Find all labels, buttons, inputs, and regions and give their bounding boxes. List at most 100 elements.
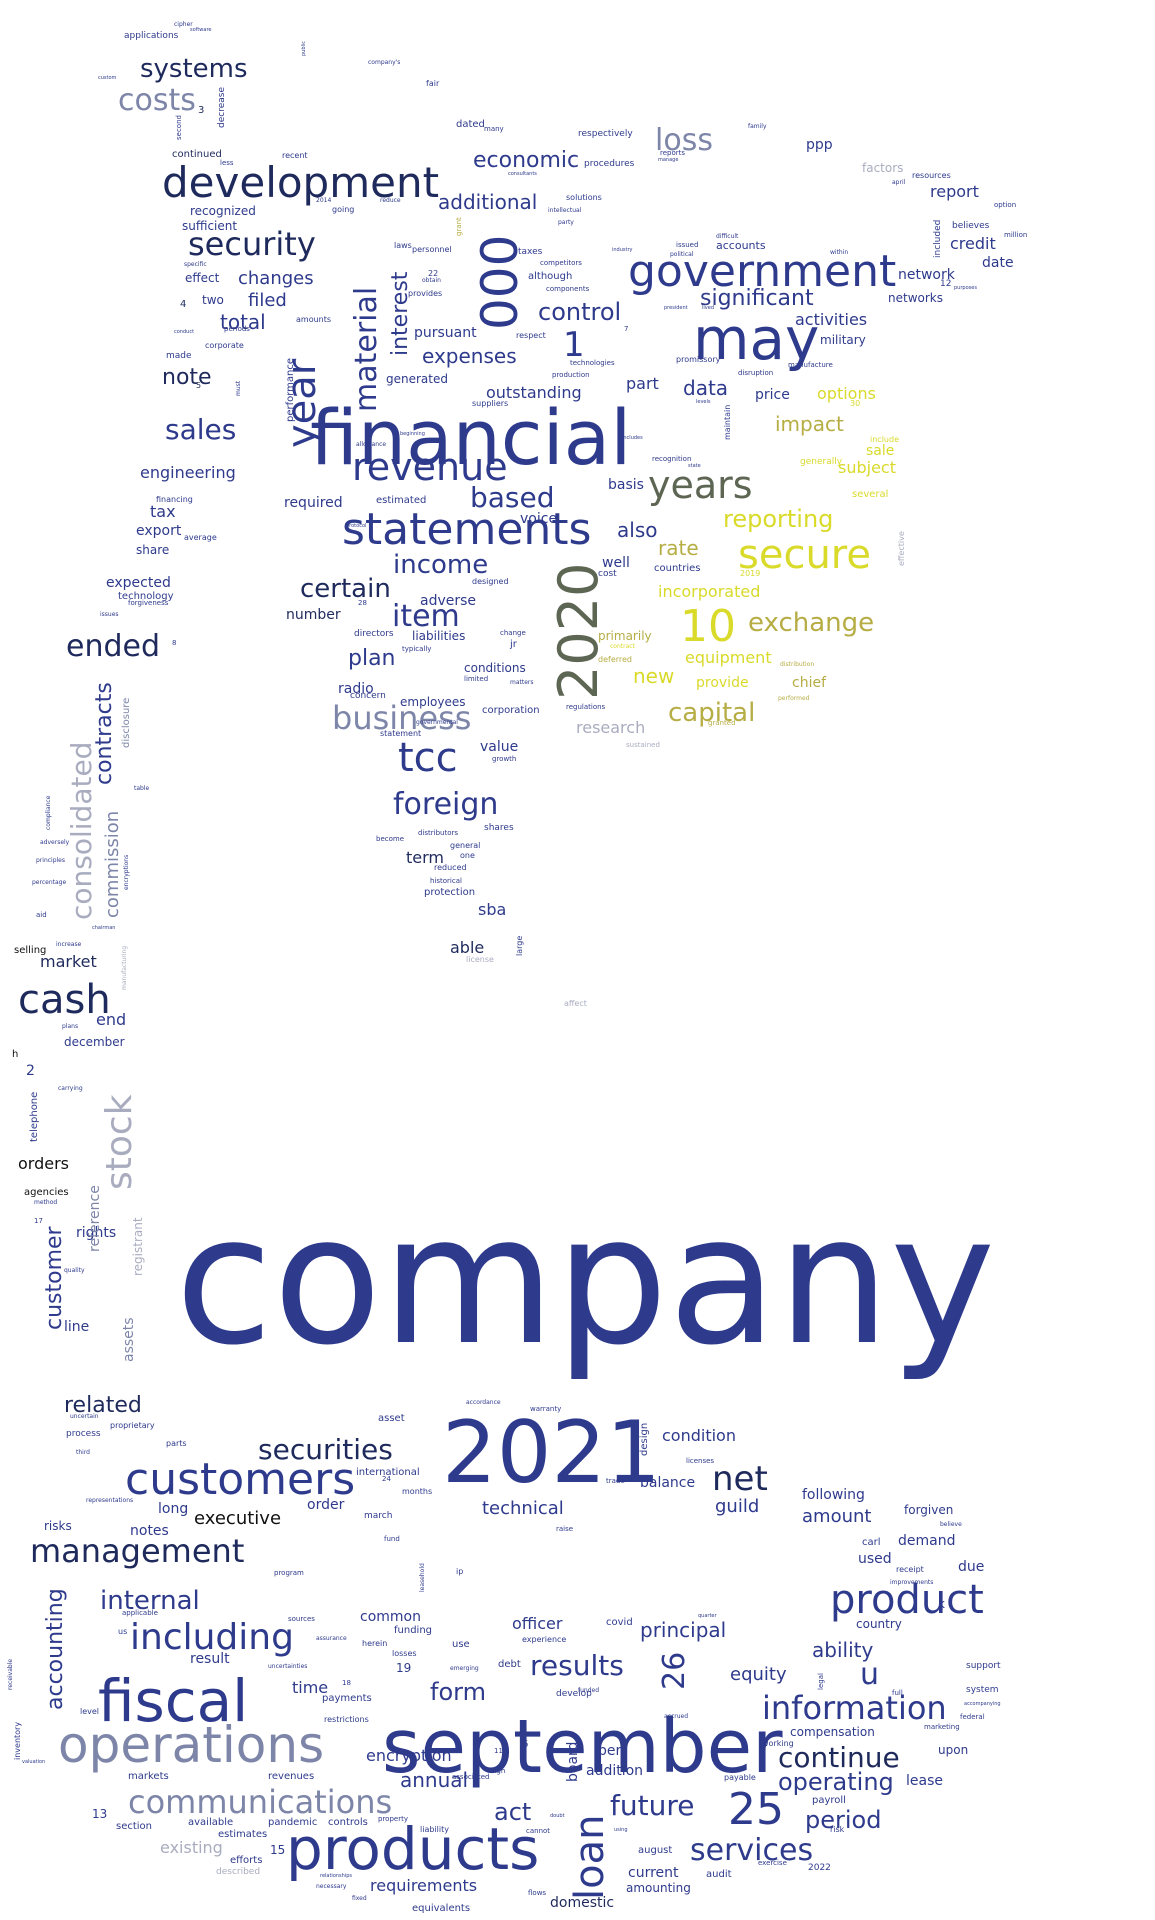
word-value: value [480,739,519,755]
word-respect: respect [516,331,546,340]
word-additional: additional [438,190,538,214]
word-activities: activities [795,310,868,329]
word-primarily: primarily [598,629,652,643]
word-assurance: assurance [316,1635,347,1642]
word-secure: secure [738,532,871,578]
word-disclosure: disclosure [121,697,132,748]
word-item: item [392,599,460,634]
word-generally: generally [800,457,843,467]
word-time: time [292,1678,329,1697]
word-amounting: amounting [626,1881,691,1895]
word-september: september [382,1704,783,1790]
word-28: 28 [358,599,367,607]
word-interest: interest [388,271,413,356]
word-percentage: percentage [32,879,67,886]
word-forgiveness: forgiveness [128,599,169,607]
word-uncertain: uncertain [70,1413,99,1420]
word-total: total [220,310,266,334]
word-believe: believe [940,1521,962,1528]
word-use: use [452,1639,470,1650]
word-production: production [552,371,590,379]
word-costs: costs [118,83,196,118]
word-assets: assets [121,1317,137,1362]
word-significant: significant [700,286,814,311]
word-chief: chief [792,675,827,691]
word-also: also [617,518,658,542]
word-pursuant: pursuant [414,325,477,341]
word-2014: 2014 [316,197,332,204]
word-representations: representations [86,1497,134,1504]
word-family: family [748,123,767,130]
word-believes: believes [952,221,990,231]
word-performance: performance [285,357,296,422]
word-13: 13 [92,1807,108,1821]
word-corporate: corporate [205,341,244,350]
word-lease: lease [906,1773,943,1789]
word-months: months [402,1487,433,1496]
word-relationships: relationships [320,1873,352,1879]
word-plans: plans [62,1023,79,1030]
word-employees: employees [400,695,466,709]
word-price: price [755,387,790,403]
word-estimated: estimated [376,495,427,506]
word-registrant: registrant [131,1217,145,1276]
word-companys: company's [368,59,401,66]
word-term: term [406,848,444,867]
word-customer: customer [42,1226,67,1330]
word-liabilities: liabilities [412,629,466,643]
word-research: research [576,718,646,737]
word-3: 3 [198,105,205,116]
word-going: going [332,205,355,214]
word-august: august [638,1845,673,1856]
word-able: able [450,938,485,957]
word-new: new [633,664,675,688]
word-technologies: technologies [570,359,615,367]
word-h: h [12,1049,19,1060]
word-stock: stock [99,1094,140,1190]
word-recognition: recognition [652,455,692,463]
word-matters: matters [510,679,534,686]
word-aid: aid [36,911,47,919]
word-operating: operating [778,1768,894,1796]
word-cipher: cipher [174,21,193,28]
word-include: include [870,435,899,444]
word-22: 22 [428,269,439,278]
word-reference: reference [87,1185,103,1252]
word-compliance: compliance [45,795,52,830]
word-board: board [565,1741,581,1782]
word-reduce: reduce [380,197,401,204]
word-selling: selling [14,945,47,956]
word-jr: jr [510,639,517,650]
word-promissory: promissory [676,355,721,364]
word-including: including [130,1617,294,1658]
word-8: 8 [172,639,177,647]
word-statement: statement [380,729,422,738]
word-order: order [307,1497,345,1513]
word-many: many [484,125,504,133]
word-due: due [958,1559,985,1575]
word-issues: issues [100,611,119,618]
word-april: april [892,179,906,186]
word-recent: recent [282,151,308,160]
word-domestic: domestic [550,1895,615,1911]
word-outstanding: outstanding [486,383,582,402]
word-associated: associated [452,1773,490,1781]
word-net: net [712,1459,768,1499]
word-6: 6 [522,1739,529,1750]
word-recognized: recognized [190,204,256,218]
word-agencies: agencies [24,1187,69,1198]
word-products: products [286,1815,540,1883]
word-estimates: estimates [218,1829,268,1840]
word-level: level [80,1707,100,1716]
word-governmental: governmental [416,719,458,726]
word-sales: sales [165,413,237,446]
word-fiscal: fiscal [98,1667,249,1735]
word-accrued: accrued [664,1713,689,1720]
word-exercise: exercise [758,1859,787,1867]
word-risk: risk [830,1825,845,1834]
word-controls: controls [328,1817,368,1828]
word-accompanying: accompanying [964,1701,1001,1707]
word-19: 19 [396,1661,412,1675]
word-efforts: efforts [230,1855,263,1866]
word-restrictions: restrictions [324,1715,369,1724]
